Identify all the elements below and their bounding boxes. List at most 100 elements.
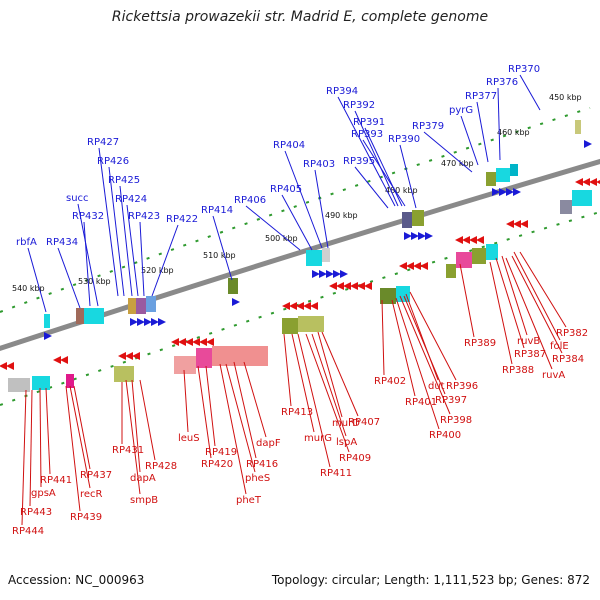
kbp-tick-label: 500 kbp [265,234,298,243]
gene-label-rp391[interactable]: RP391 [353,117,385,128]
gene-label-rp384[interactable]: RP384 [552,354,584,365]
leader-line [119,185,133,297]
gene-block [146,296,156,312]
kbp-tick-label: 460 kbp [497,128,530,137]
gene-label-dut[interactable]: dut [428,381,445,392]
gene-label-rp403[interactable]: RP403 [303,159,335,170]
gene-label-rp400[interactable]: RP400 [429,430,461,441]
gene-label-rp392[interactable]: RP392 [343,100,375,111]
gene-label-rp395[interactable]: RP395 [343,156,375,167]
gene-block [32,376,50,390]
leader-line [27,247,47,313]
gene-label-gpsa[interactable]: gpsA [31,488,56,499]
gene-label-rp406[interactable]: RP406 [234,195,266,206]
leader-line [125,379,141,495]
gene-block [212,346,268,366]
gene-label-rp431[interactable]: RP431 [112,445,144,456]
gene-label-rp419[interactable]: RP419 [205,447,237,458]
reverse-gene-arrow [53,356,61,364]
gene-label-phet[interactable]: pheT [236,495,262,506]
gene-label-dapa[interactable]: dapA [130,473,156,484]
forward-gene-arrow [418,232,426,240]
gene-label-murd[interactable]: murD [332,418,360,429]
forward-gene-arrow [232,298,240,306]
gene-label-rp422[interactable]: RP422 [166,214,198,225]
gene-label-pyrg[interactable]: pyrG [449,105,473,116]
gene-label-rp379[interactable]: RP379 [412,121,444,132]
reverse-gene-arrow [476,236,484,244]
gene-label-rp390[interactable]: RP390 [388,134,420,145]
gene-label-rp401[interactable]: RP401 [405,397,437,408]
forward-gene-arrow [411,232,419,240]
gene-label-rbfa[interactable]: rbfA [16,237,37,248]
reverse-gene-arrow [336,282,344,290]
reverse-gene-arrow [282,302,290,310]
forward-gene-arrow [44,332,52,340]
gene-label-rp396[interactable]: RP396 [446,381,478,392]
reverse-gene-arrow [350,282,358,290]
gene-label-rp434[interactable]: RP434 [46,237,78,248]
gene-label-rp405[interactable]: RP405 [270,184,302,195]
gene-label-rp426[interactable]: RP426 [97,156,129,167]
gene-block [44,314,50,328]
gene-label-rp376[interactable]: RP376 [486,77,518,88]
gene-label-smpb[interactable]: smpB [130,495,158,506]
gene-label-rp411[interactable]: RP411 [320,468,352,479]
gene-label-rp423[interactable]: RP423 [128,211,160,222]
gene-label-rp402[interactable]: RP402 [374,376,406,387]
gene-block [282,318,298,334]
gene-label-rp389[interactable]: RP389 [464,338,496,349]
leader-line [69,385,91,489]
gene-label-rp370[interactable]: RP370 [508,64,540,75]
gene-label-recr[interactable]: recR [80,489,103,500]
gene-label-rp427[interactable]: RP427 [87,137,119,148]
gene-label-rp424[interactable]: RP424 [115,194,147,205]
gene-label-murg[interactable]: murG [304,433,332,444]
gene-label-rp428[interactable]: RP428 [145,461,177,472]
gene-label-rp398[interactable]: RP398 [440,415,472,426]
leader-line [321,331,359,417]
gene-label-fole[interactable]: folE [550,341,569,352]
gene-label-rp407[interactable]: RP407 [348,417,380,428]
gene-label-leus[interactable]: leuS [178,433,200,444]
gene-label-rp404[interactable]: RP404 [273,140,305,151]
forward-gene-arrow [340,270,348,278]
gene-label-rp393[interactable]: RP393 [351,129,383,140]
gene-label-rp437[interactable]: RP437 [80,470,112,481]
gene-label-rp388[interactable]: RP388 [502,365,534,376]
gene-label-lspa[interactable]: lspA [336,437,357,448]
gene-label-rp443[interactable]: RP443 [20,507,52,518]
leader-line [399,295,451,415]
gene-label-phes[interactable]: pheS [245,473,270,484]
gene-label-rp439[interactable]: RP439 [70,512,102,523]
gene-label-rp425[interactable]: RP425 [108,175,140,186]
gene-label-rp414[interactable]: RP414 [201,205,233,216]
gene-label-rp444[interactable]: RP444 [12,526,44,537]
leader-line [497,87,501,161]
kbp-tick-label: 520 kbp [141,266,174,275]
gene-label-ruva[interactable]: ruvA [542,370,565,381]
gene-label-rp409[interactable]: RP409 [339,453,371,464]
gene-label-rp413[interactable]: RP413 [281,407,313,418]
reverse-gene-arrow [513,220,521,228]
leader-line [83,221,91,307]
gene-label-rp382[interactable]: RP382 [556,328,588,339]
gene-label-rp416[interactable]: RP416 [246,459,278,470]
gene-label-rp387[interactable]: RP387 [514,349,546,360]
gene-label-rp397[interactable]: RP397 [435,395,467,406]
gene-label-ruvb[interactable]: ruvB [517,336,540,347]
reverse-gene-arrow [399,262,407,270]
reverse-gene-arrow [462,236,470,244]
gene-label-rp377[interactable]: RP377 [465,91,497,102]
gene-label-rp420[interactable]: RP420 [201,459,233,470]
gene-block [446,264,456,278]
gene-block [322,248,330,262]
leader-line [283,333,292,407]
gene-label-rp432[interactable]: RP432 [72,211,104,222]
gene-label-rp394[interactable]: RP394 [326,86,358,97]
gene-label-succ[interactable]: succ [66,193,89,204]
gene-label-rp441[interactable]: RP441 [40,475,72,486]
leader-line [501,255,528,336]
gene-label-dapf[interactable]: dapF [256,438,281,449]
